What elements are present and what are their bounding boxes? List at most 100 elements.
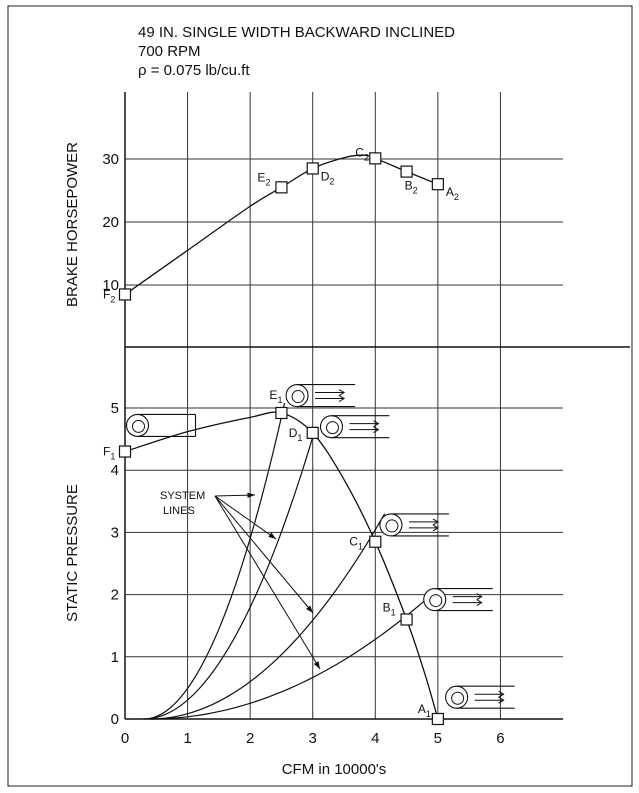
point-label-B1: B1 [383,600,396,617]
fan-icon [125,413,197,437]
fan-duct [297,384,356,408]
point-label-A1: A1 [418,702,431,719]
y-tick-label-bottom: 5 [111,400,119,417]
annotation-arrow [214,495,321,670]
fan-icon [445,685,515,709]
fan-housing [319,415,344,439]
y-tick-label-top: 20 [102,214,119,231]
y-axis-label-bottom: STATIC PRESSURE [64,484,81,622]
fan-duct [331,415,390,439]
flow-arrows [474,690,505,704]
system-line [150,513,386,720]
point-marker-F1 [118,445,132,458]
x-tick-label: 1 [183,730,191,747]
point-label-E2: E2 [257,170,270,187]
fan-duct [434,588,493,612]
x-tick-label: 5 [434,730,442,747]
fan-icon [319,415,390,439]
point-label-D1: D1 [289,426,303,443]
fan-icon [379,513,449,537]
fan-wheel [132,419,146,433]
y-tick-label-bottom: 0 [111,711,119,728]
fan-duct [137,413,197,437]
annotation-arrowhead [306,605,313,613]
point-marker-E1 [275,406,288,420]
fan-housing [379,513,403,537]
flow-arrows [315,389,346,402]
plot-frame [124,92,630,720]
point-marker-E2 [275,181,288,194]
x-tick-label: 2 [246,730,254,747]
point-label-B2: B2 [405,179,418,196]
fan-icons [125,384,515,709]
point-label-A2: A2 [446,185,459,202]
y-tick-label-top: 30 [102,151,119,168]
point-marker-B2 [400,165,413,178]
fan-icon [285,384,356,408]
x-tick-label: 0 [121,730,129,747]
point-label-E1: E1 [269,388,282,405]
outer-border [7,5,633,787]
fan-wheel [325,421,339,435]
system-lines-annotation: SYSTEM LINES [160,490,321,670]
fan-housing [285,384,309,408]
fan-housing [445,685,469,709]
y-tick-label-bottom: 4 [111,462,119,479]
point-marker-C2 [369,152,382,165]
chart-title: 49 IN. SINGLE WIDTH BACKWARD INCLINED 700… [138,24,455,79]
fan-wheel [429,594,443,608]
system-line [143,426,317,720]
point-marker-F2 [118,288,132,301]
curves [124,154,439,720]
x-tick-label: 4 [371,730,379,747]
x-tick-label: 6 [496,730,504,747]
static-pressure-curve [124,411,439,720]
point-marker-A1 [431,712,444,726]
bhp-curve [124,154,439,295]
point-marker-B1 [400,613,413,626]
system-line [150,594,432,720]
point-marker-D2 [306,162,319,175]
annotation-arrowhead [268,532,276,539]
title-line: 700 RPM [138,43,201,60]
tick-labels: 0 1 2 3 4 5 6 10 20 30 0 1 2 3 4 5 [102,151,504,747]
fan-wheel [385,519,399,533]
y-tick-label-bottom: 1 [111,649,119,666]
fan-housing [125,413,150,437]
annotation-text: LINES [163,505,195,517]
fan-wheel [451,691,465,705]
title-line: 49 IN. SINGLE WIDTH BACKWARD INCLINED [138,24,455,41]
annotation-arrowhead [247,492,255,498]
flow-arrows [452,593,483,607]
fan-wheel [291,390,305,404]
x-tick-label: 3 [309,730,317,747]
annotation-arrow [214,495,314,614]
title-line: ρ = 0.075 lb/cu.ft [138,62,250,79]
point-marker-A2 [431,178,444,191]
y-tick-label-bottom: 3 [111,524,119,541]
annotation-arrow [214,495,277,540]
y-tick-label-top: 10 [102,277,119,294]
fan-duct [390,513,449,537]
point-label-D2: D2 [321,169,335,186]
annotation-text: SYSTEM [160,490,205,502]
x-axis-label: CFM in 10000's [282,761,387,778]
point-label-C1: C1 [349,535,363,552]
point-marker-D1 [306,426,319,439]
point-marker-C1 [369,535,382,548]
point-label-C2: C2 [355,145,369,162]
system-line [143,402,286,720]
fan-icon [423,588,493,612]
grid [125,92,563,719]
y-tick-label-bottom: 2 [111,587,119,604]
fan-housing [423,588,447,612]
annotation-arrowhead [313,661,320,669]
y-axis-label-top: BRAKE HORSEPOWER [64,142,81,307]
fan-duct [456,685,515,709]
point-label-F1: F1 [103,445,115,462]
flow-arrows [408,518,439,532]
flow-arrows [349,420,380,434]
